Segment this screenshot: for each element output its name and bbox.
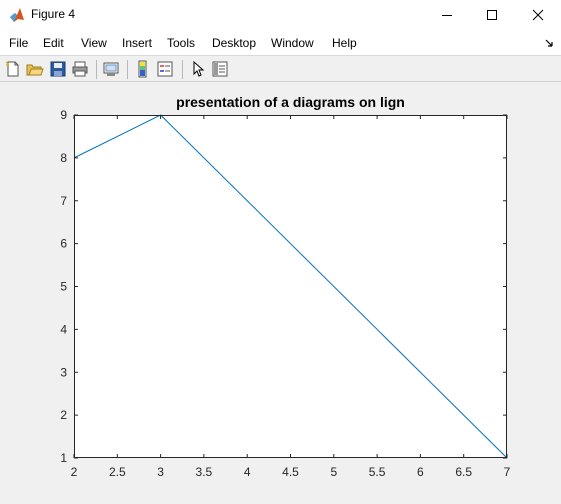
x-tick-label: 6: [417, 465, 424, 479]
y-tick-label: 1: [60, 451, 67, 465]
new-figure-icon[interactable]: [4, 60, 22, 78]
y-tick-label: 9: [60, 108, 67, 122]
insert-colorbar-icon[interactable]: [134, 60, 152, 78]
window-titlebar[interactable]: Figure 4: [0, 0, 561, 30]
property-inspector-icon[interactable]: [211, 60, 229, 78]
print-icon[interactable]: [71, 60, 89, 78]
menu-file[interactable]: File: [9, 36, 29, 50]
dock-arrow-icon[interactable]: [545, 38, 555, 48]
close-icon: [532, 9, 544, 21]
x-tick-label: 4: [244, 465, 251, 479]
insert-legend-icon[interactable]: [156, 60, 174, 78]
toolbar-separator: [127, 60, 128, 79]
y-tick-label: 8: [60, 151, 67, 165]
menu-insert[interactable]: Insert: [122, 36, 153, 50]
menu-window[interactable]: Window: [271, 36, 314, 50]
maximize-button[interactable]: [469, 0, 515, 30]
menu-tools[interactable]: Tools: [167, 36, 196, 50]
close-button[interactable]: [515, 0, 561, 30]
menu-desktop[interactable]: Desktop: [212, 36, 257, 50]
axes-background: [74, 115, 507, 458]
window-title: Figure 4: [31, 7, 76, 21]
toolbar-separator: [182, 60, 183, 79]
menu-edit[interactable]: Edit: [43, 36, 64, 50]
x-tick-label: 5.5: [369, 465, 386, 479]
chart-title: presentation of a diagrams on lign: [176, 94, 405, 110]
x-tick-label: 2.5: [109, 465, 126, 479]
y-tick-label: 6: [60, 237, 67, 251]
x-tick-label: 3.5: [196, 465, 213, 479]
y-tick-label: 5: [60, 280, 67, 294]
edit-plot-icon[interactable]: [189, 60, 207, 78]
minimize-icon: [442, 15, 452, 16]
open-file-icon[interactable]: [26, 60, 44, 78]
x-tick-label: 6.5: [455, 465, 472, 479]
save-icon[interactable]: [49, 60, 67, 78]
x-tick-label: 2: [71, 465, 78, 479]
y-tick-label: 2: [60, 408, 67, 422]
figure-toolbar: [0, 55, 561, 82]
y-tick-label: 4: [60, 322, 67, 336]
minimize-button[interactable]: [424, 0, 470, 30]
link-plot-icon[interactable]: [102, 60, 120, 78]
maximize-icon: [487, 10, 497, 20]
menu-bar: File Edit View Insert Tools Desktop Wind…: [0, 30, 561, 55]
matlab-icon: [10, 8, 24, 22]
menu-help[interactable]: Help: [332, 36, 357, 50]
menu-view[interactable]: View: [81, 36, 107, 50]
x-tick-label: 5: [330, 465, 337, 479]
x-tick-label: 4.5: [282, 465, 299, 479]
y-tick-label: 3: [60, 365, 67, 379]
x-tick-label: 7: [504, 465, 511, 479]
y-tick-label: 7: [60, 194, 67, 208]
x-tick-label: 3: [157, 465, 164, 479]
toolbar-separator: [96, 60, 97, 79]
